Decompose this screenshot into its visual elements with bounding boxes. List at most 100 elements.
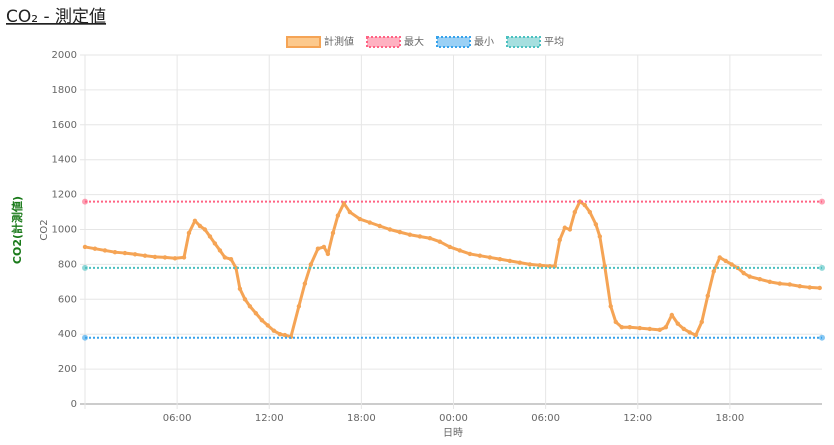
data-point [347,209,353,215]
x-tick-label: 18:00 [347,413,376,424]
y-tick-label: 1000 [52,225,77,236]
data-point [747,274,752,279]
data-point [477,253,483,258]
data-point [181,255,187,260]
y-tick-label: 400 [58,329,77,340]
data-point [315,246,321,251]
legend-swatch [506,36,541,48]
data-point [172,256,178,261]
y-axis-label: CO2 [39,219,50,240]
data-point [207,234,213,239]
data-point [397,229,403,235]
y-tick-label: 1600 [52,120,77,131]
legend-swatch [436,36,471,48]
y-tick-label: 800 [58,259,77,270]
data-point [807,285,812,290]
data-point [487,255,493,260]
side-label: CO2(計測値) [10,196,24,264]
data-point [271,328,277,333]
data-point [507,258,513,264]
data-point [669,312,675,318]
chart-title: CO₂ - 測定値 [6,7,106,27]
data-point [527,262,533,267]
data-point [819,264,825,271]
legend-label: 平均 [544,36,564,48]
data-point [437,239,443,244]
data-point [767,279,772,285]
data-point [325,251,331,257]
data-point [457,248,462,253]
data-point [572,209,577,215]
data-point [122,250,128,256]
data-point [247,304,253,309]
legend-label: 計測値 [324,35,354,48]
data-point [335,213,341,218]
legend-swatch [286,36,321,48]
y-tick-label: 0 [71,399,77,410]
data-point [582,202,587,208]
data-point [497,256,503,262]
data-point [142,253,148,258]
data-point [467,251,473,257]
x-tick-label: 12:00 [623,413,652,424]
data-point [152,254,158,260]
data-point [330,230,336,236]
data-point [819,334,825,341]
data-point [212,241,218,246]
data-point [787,282,792,287]
data-point [197,223,203,229]
data-point [387,227,393,232]
data-point [613,319,618,325]
data-point [277,332,283,337]
data-point [777,281,782,286]
data-point [675,321,681,326]
data-point [619,325,624,330]
x-tick-label: 12:00 [255,413,284,424]
data-point [228,256,234,262]
data-point [202,227,208,232]
data-point [587,209,593,215]
data-point [132,252,138,257]
data-point [567,227,573,232]
data-point [597,234,603,239]
data-point [407,232,413,237]
x-axis-label: 日時 [443,427,463,439]
y-tick-label: 200 [58,364,77,375]
data-point [253,311,259,316]
data-point [259,318,265,323]
data-point [321,244,327,250]
data-point [577,199,583,204]
data-point [112,249,118,255]
data-point [817,285,822,291]
data-point [693,332,698,338]
x-tick-label: 06:00 [163,413,192,424]
data-point [729,262,734,267]
data-point [308,262,314,267]
data-point [82,334,88,341]
data-point [687,330,693,335]
data-point [102,248,108,253]
data-point [657,327,662,333]
data-point [302,281,308,286]
x-tick-label: 00:00 [439,413,468,424]
data-point [417,234,423,239]
data-point [717,255,722,260]
data-point [637,325,642,331]
data-point [217,248,223,253]
data-point [82,198,88,205]
data-point [723,258,728,264]
y-tick-label: 1200 [52,190,77,201]
data-point [367,220,373,225]
data-point [517,260,523,265]
data-point [237,286,243,292]
data-point [82,264,88,271]
data-point [647,326,652,332]
data-point [627,325,632,330]
data-point [296,304,302,309]
y-tick-label: 600 [58,294,77,305]
data-point [186,230,192,236]
data-point [797,284,802,289]
legend-label: 最小 [474,36,494,48]
legend-swatch [366,36,401,48]
